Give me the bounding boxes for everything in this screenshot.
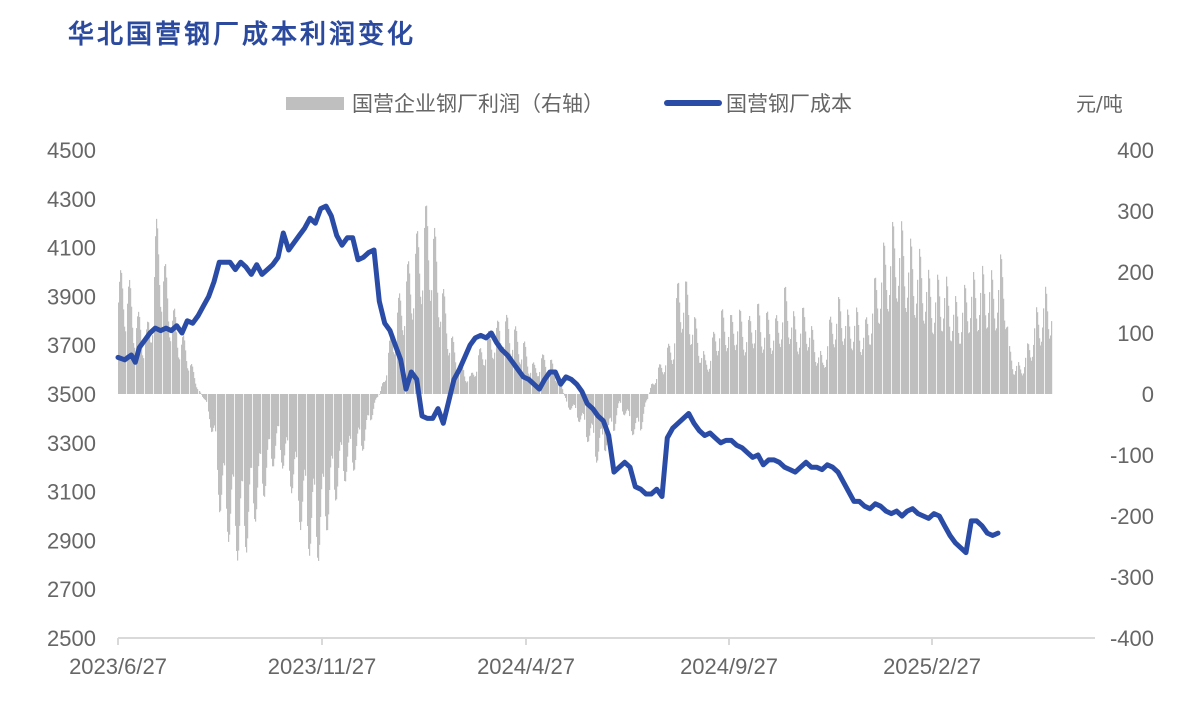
y-right-tick-label: -400 (1110, 626, 1154, 651)
y-right-tick-label: 300 (1117, 199, 1154, 224)
y-right-tick-label: 200 (1117, 260, 1154, 285)
y-right-tick-label: -300 (1110, 565, 1154, 590)
y-axis-left-labels: 4500 4300 4100 3900 3700 3500 3300 3100 2900 2700… (47, 138, 96, 651)
y-left-tick-label: 4500 (47, 138, 96, 163)
y-left-tick-label: 3900 (47, 284, 96, 309)
y-left-tick-label: 2900 (47, 528, 96, 553)
y-axis-right-labels: 400 300 200 100 0 -100 -200 -300 -400 (1110, 138, 1154, 651)
legend-profit-label: 国营企业钢厂利润（右轴） (352, 92, 604, 116)
y-right-tick-label: 0 (1142, 382, 1154, 407)
y-left-tick-label: 3100 (47, 480, 96, 505)
right-axis-unit: 元/吨 (1076, 92, 1123, 116)
chart-title: 华北国营钢厂成本利润变化 (68, 20, 417, 50)
profit-area-series (118, 205, 1053, 561)
legend-profit-swatch (286, 96, 344, 110)
y-right-tick-label: 400 (1117, 138, 1154, 163)
cost-line-series (115, 203, 1001, 556)
legend: 国营企业钢厂利润（右轴） 国营钢厂成本 (286, 88, 852, 118)
y-left-tick-label: 4100 (47, 236, 96, 261)
x-tick-label: 2024/4/27 (477, 654, 575, 679)
y-right-tick-label: -200 (1110, 504, 1154, 529)
y-left-tick-label: 4300 (47, 187, 96, 212)
y-left-tick-label: 3700 (47, 333, 96, 358)
legend-cost-swatch (664, 100, 722, 106)
x-axis-ticks: 2023/6/27 2023/11/27 2024/4/27 2024/9/27 202… (69, 638, 981, 679)
y-right-tick-label: -100 (1110, 443, 1154, 468)
legend-cost-label: 国营钢厂成本 (726, 92, 852, 116)
x-tick-label: 2024/9/27 (680, 654, 778, 679)
x-tick-label: 2023/6/27 (69, 654, 167, 679)
x-tick-label: 2023/11/27 (268, 654, 376, 679)
x-tick-label: 2025/2/27 (883, 654, 981, 679)
y-left-tick-label: 3500 (47, 382, 96, 407)
y-left-tick-label: 2500 (47, 626, 96, 651)
y-left-tick-label: 2700 (47, 577, 96, 602)
y-right-tick-label: 100 (1117, 321, 1154, 346)
y-left-tick-label: 3300 (47, 431, 96, 456)
